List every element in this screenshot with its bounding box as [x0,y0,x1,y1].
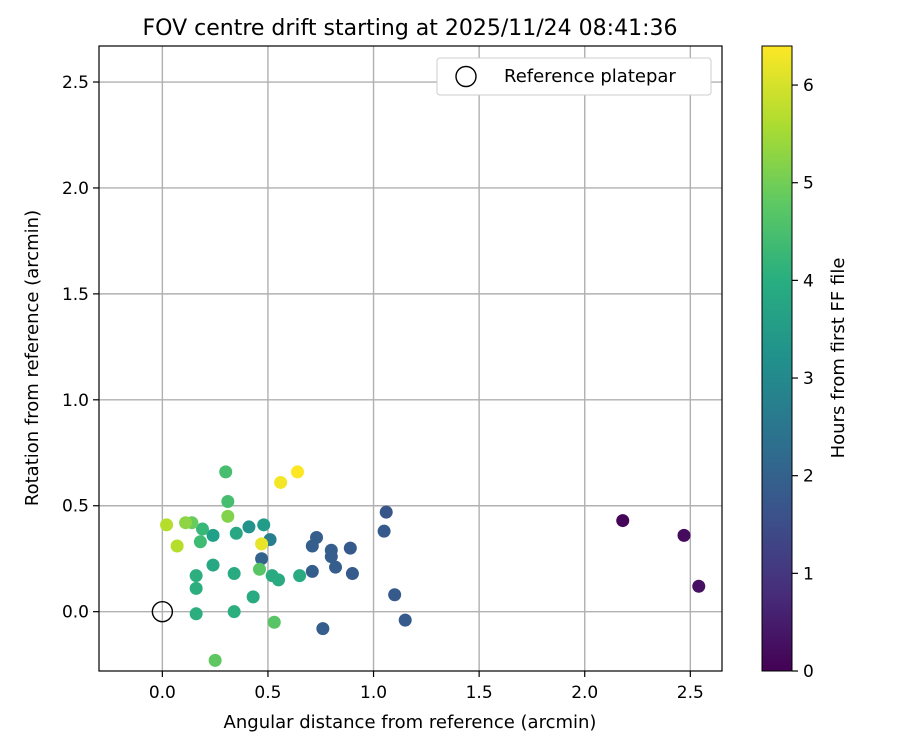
y-axis-label: Rotation from reference (arcmin) [22,210,43,506]
data-point [398,613,412,627]
data-point [255,552,269,566]
data-point [253,562,267,576]
data-points [160,465,706,667]
x-axis-ticks: 0.0 0.5 1.0 1.5 2.0 2.5 [149,671,704,703]
y-axis-ticks: 0.0 0.5 1.0 1.5 2.0 2.5 [62,73,99,623]
data-point [189,569,203,583]
data-point [179,516,193,530]
data-point [246,590,260,604]
x-tick-label: 1.5 [466,683,493,703]
data-point [189,607,203,621]
legend: Reference platepar [436,57,712,96]
data-point [677,528,691,542]
data-point [193,535,207,549]
data-point [229,526,243,540]
data-point [324,550,338,564]
data-point [219,465,233,479]
data-point [305,539,319,553]
data-point [692,579,706,593]
colorbar-ticks: 0 1 2 3 4 5 6 [792,76,814,682]
data-point [291,465,305,479]
colorbar-tick-label: 5 [803,174,814,194]
data-point [616,514,630,528]
x-tick-label: 1.0 [360,683,387,703]
x-tick-label: 0.5 [254,683,281,703]
data-point [170,539,184,553]
colorbar-tick-label: 1 [803,564,814,584]
data-point [160,518,174,532]
y-tick-label: 2.0 [62,179,89,199]
y-tick-label: 2.5 [62,73,89,93]
legend-reference-marker [455,65,477,88]
data-point [208,653,222,667]
data-point [305,564,319,578]
colorbar-tick-label: 4 [803,271,814,291]
data-point [379,505,393,519]
colorbar-gradient [761,45,793,672]
data-point [316,622,330,636]
data-point [195,522,209,536]
data-point [293,569,307,583]
colorbar-tick-label: 6 [803,76,814,96]
data-point [255,537,269,551]
data-point [267,615,281,629]
data-point [257,518,271,532]
chart-title: FOV centre drift starting at 2025/11/24 … [143,16,678,41]
data-point [221,509,235,523]
y-tick-label: 1.5 [62,285,89,305]
reference-platepar-marker [151,600,174,623]
data-point [388,588,402,602]
grid [99,46,722,671]
x-tick-label: 0.0 [149,683,176,703]
colorbar-tick-label: 3 [803,369,814,389]
data-point [227,567,241,581]
data-point [206,558,220,572]
y-tick-label: 0.0 [62,603,89,623]
x-axis-label: Angular distance from reference (arcmin) [224,712,597,733]
colorbar-tick-label: 2 [803,467,814,487]
data-point [189,581,203,595]
colorbar-label: Hours from first FF file [828,258,849,459]
x-tick-label: 2.5 [677,683,704,703]
data-point [345,567,359,581]
legend-box [436,57,712,96]
data-point [272,573,286,587]
reference-marker-layer [151,600,174,623]
data-point [227,605,241,619]
plot-frame [98,45,723,672]
data-point [343,541,357,555]
colorbar: 0 1 2 3 4 5 6 Hours from first FF file [761,45,849,682]
data-point [221,495,235,509]
data-point [206,528,220,542]
x-tick-label: 2.0 [571,683,598,703]
colorbar-tick-label: 0 [803,662,814,682]
legend-entry-label: Reference platepar [504,66,676,87]
y-tick-label: 1.0 [62,391,89,411]
y-tick-label: 0.5 [62,497,89,517]
data-point [242,520,256,534]
data-point [329,560,343,574]
data-point [377,524,391,538]
data-point [274,475,288,489]
